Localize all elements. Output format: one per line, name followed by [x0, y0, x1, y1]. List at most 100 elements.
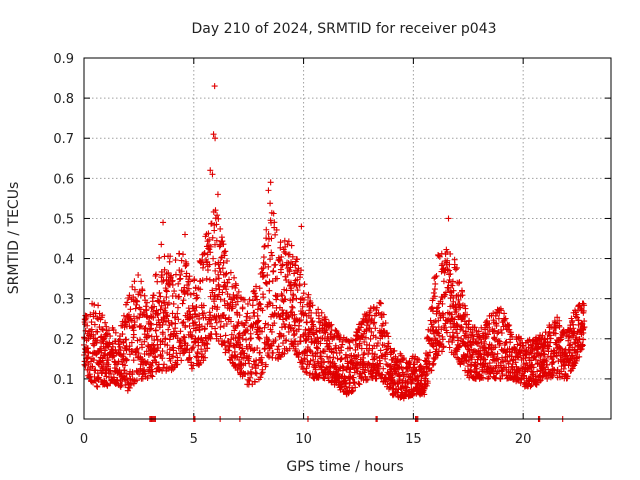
data-point [335, 331, 342, 338]
data-point [83, 313, 90, 320]
data-point [254, 331, 261, 338]
data-point [246, 341, 253, 348]
data-point [426, 349, 433, 356]
data-point [120, 339, 127, 346]
data-point [170, 347, 177, 354]
data-point [206, 309, 213, 316]
data-point [380, 311, 387, 318]
data-point [157, 293, 164, 300]
data-point [372, 325, 379, 332]
data-point [133, 367, 140, 374]
data-point [212, 135, 219, 142]
data-point [485, 331, 492, 338]
data-point [210, 255, 217, 262]
data-point [205, 230, 212, 237]
data-point [512, 359, 519, 366]
data-point [174, 361, 181, 368]
data-point [385, 340, 392, 347]
data-point [303, 369, 310, 376]
x-tick-label: 15 [405, 432, 422, 447]
data-point [217, 269, 224, 276]
data-point [342, 351, 349, 358]
y-tick-label: 0.5 [53, 212, 74, 227]
data-point [272, 231, 279, 238]
data-point [301, 281, 308, 288]
data-point [138, 322, 145, 329]
data-point [211, 298, 218, 305]
data-point [580, 336, 587, 343]
data-point [189, 332, 196, 339]
data-point [446, 288, 453, 295]
data-point [82, 362, 89, 369]
data-point [558, 368, 565, 375]
y-tick-label: 0.8 [53, 92, 74, 107]
data-point [309, 330, 316, 337]
data-point [259, 369, 266, 376]
data-point [237, 342, 244, 349]
data-point [206, 236, 213, 243]
data-point [168, 321, 175, 328]
data-point [163, 287, 170, 294]
data-point [231, 327, 238, 334]
data-point [294, 287, 301, 294]
data-point [165, 326, 172, 333]
data-point [580, 325, 587, 332]
data-point [526, 336, 533, 343]
data-point [178, 257, 185, 264]
data-point [200, 302, 207, 309]
data-point [143, 348, 150, 355]
data-point [226, 293, 233, 300]
data-point [141, 366, 148, 373]
data-point [220, 241, 227, 248]
data-point [94, 315, 101, 322]
data-point [454, 330, 461, 337]
data-point [373, 343, 380, 350]
data-point [199, 277, 206, 284]
data-point [87, 311, 94, 318]
data-point [564, 373, 571, 380]
data-point [88, 319, 95, 326]
data-point [430, 289, 437, 296]
data-point [377, 347, 384, 354]
data-point [159, 348, 166, 355]
data-point [246, 377, 253, 384]
data-point [196, 312, 203, 319]
data-point [576, 353, 583, 360]
data-point [213, 237, 220, 244]
data-point [550, 358, 557, 365]
data-point [169, 281, 176, 288]
data-point [280, 320, 287, 327]
data-point [246, 296, 253, 303]
data-point [243, 336, 250, 343]
data-point [581, 318, 588, 325]
data-point [290, 332, 297, 339]
data-point [180, 251, 187, 258]
data-point [497, 340, 504, 347]
data-point [377, 299, 384, 306]
data-point [310, 356, 317, 363]
data-point [435, 304, 442, 311]
data-point [139, 344, 146, 351]
data-point [506, 326, 513, 333]
data-point [471, 362, 478, 369]
data-point [281, 350, 288, 357]
data-point [163, 288, 170, 295]
data-point [262, 320, 269, 327]
data-point [246, 315, 253, 322]
data-point [167, 274, 174, 281]
data-point [106, 341, 113, 348]
data-point [502, 315, 509, 322]
data-point [492, 344, 499, 351]
data-point [441, 324, 448, 331]
data-point [481, 340, 488, 347]
data-point [421, 391, 428, 398]
y-tick-label: 0 [66, 413, 74, 428]
data-point [121, 362, 128, 369]
data-point [153, 333, 160, 340]
data-point [89, 363, 96, 370]
data-point [132, 305, 139, 312]
data-point [180, 297, 187, 304]
data-point [557, 337, 564, 344]
data-point [439, 300, 446, 307]
